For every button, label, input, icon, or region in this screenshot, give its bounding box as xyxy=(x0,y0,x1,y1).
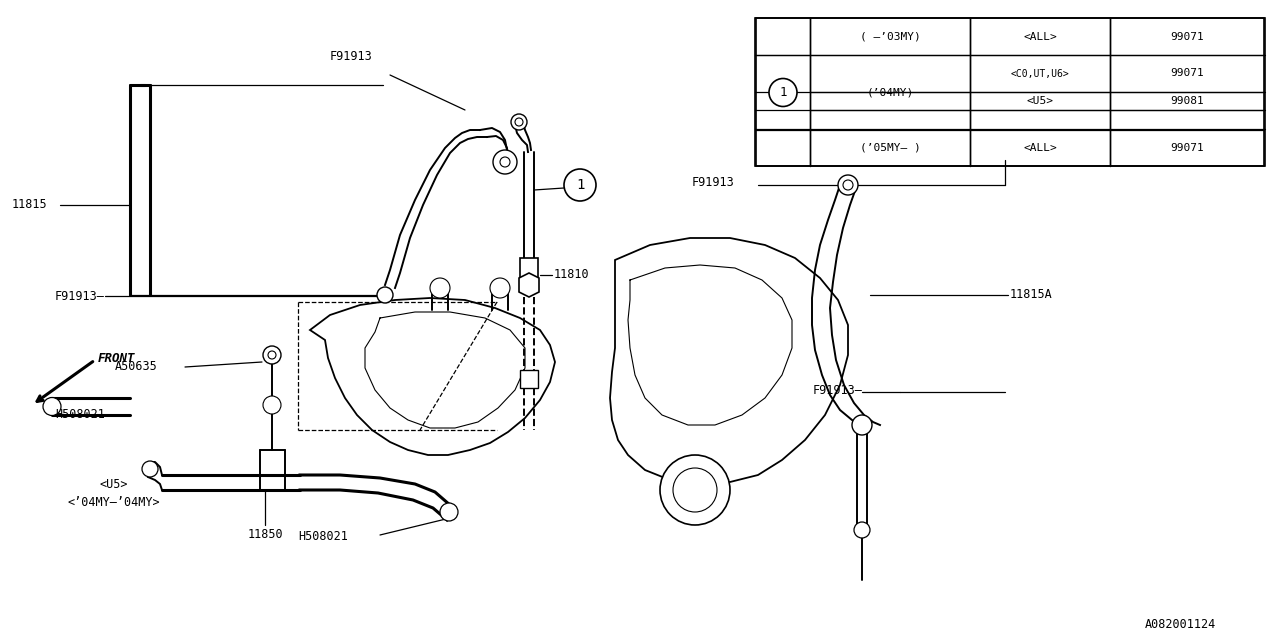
Text: A50635: A50635 xyxy=(115,360,157,374)
Text: 11815A: 11815A xyxy=(1010,289,1052,301)
Text: F91913—: F91913— xyxy=(55,289,105,303)
Text: <’04MY–’04MY>: <’04MY–’04MY> xyxy=(68,495,160,509)
Circle shape xyxy=(515,118,524,126)
Circle shape xyxy=(142,461,157,477)
Text: 99071: 99071 xyxy=(1170,31,1204,42)
Circle shape xyxy=(262,346,282,364)
Circle shape xyxy=(838,175,858,195)
Text: F91913: F91913 xyxy=(692,177,735,189)
Bar xyxy=(756,18,1265,166)
Circle shape xyxy=(44,397,61,415)
Text: (’04MY): (’04MY) xyxy=(867,88,914,97)
Text: A082001124: A082001124 xyxy=(1146,618,1216,630)
Text: H508021: H508021 xyxy=(55,408,105,422)
Text: F91913—: F91913— xyxy=(812,383,861,397)
Circle shape xyxy=(268,351,276,359)
Text: 11850: 11850 xyxy=(248,529,284,541)
Circle shape xyxy=(440,503,458,521)
Text: <ALL>: <ALL> xyxy=(1023,143,1057,153)
Bar xyxy=(755,18,1265,166)
Text: <U5>: <U5> xyxy=(100,477,128,490)
Circle shape xyxy=(500,157,509,167)
Circle shape xyxy=(378,287,393,303)
Circle shape xyxy=(564,169,596,201)
Circle shape xyxy=(769,79,797,106)
Circle shape xyxy=(490,278,509,298)
Text: 99071: 99071 xyxy=(1170,68,1204,79)
Polygon shape xyxy=(518,273,539,297)
Text: <ALL>: <ALL> xyxy=(1023,31,1057,42)
Circle shape xyxy=(493,150,517,174)
Text: <C0,UT,U6>: <C0,UT,U6> xyxy=(1011,68,1069,79)
Circle shape xyxy=(511,114,527,130)
Text: 11815: 11815 xyxy=(12,198,47,211)
Text: (’05MY– ): (’05MY– ) xyxy=(860,143,920,153)
Text: <U5>: <U5> xyxy=(1027,96,1053,106)
Circle shape xyxy=(854,522,870,538)
Bar xyxy=(520,258,538,280)
Text: 1: 1 xyxy=(780,86,787,99)
Text: H508021: H508021 xyxy=(298,529,348,543)
Text: 1: 1 xyxy=(576,178,584,192)
Text: FRONT: FRONT xyxy=(99,351,136,365)
Text: ( –’03MY): ( –’03MY) xyxy=(860,31,920,42)
Circle shape xyxy=(660,455,730,525)
Text: F91913: F91913 xyxy=(330,51,372,63)
Circle shape xyxy=(852,415,872,435)
Circle shape xyxy=(673,468,717,512)
Circle shape xyxy=(262,396,282,414)
Circle shape xyxy=(844,180,852,190)
Circle shape xyxy=(430,278,451,298)
Bar xyxy=(520,370,538,388)
Text: 99071: 99071 xyxy=(1170,143,1204,153)
Text: 11810: 11810 xyxy=(554,269,590,282)
Text: 99081: 99081 xyxy=(1170,96,1204,106)
